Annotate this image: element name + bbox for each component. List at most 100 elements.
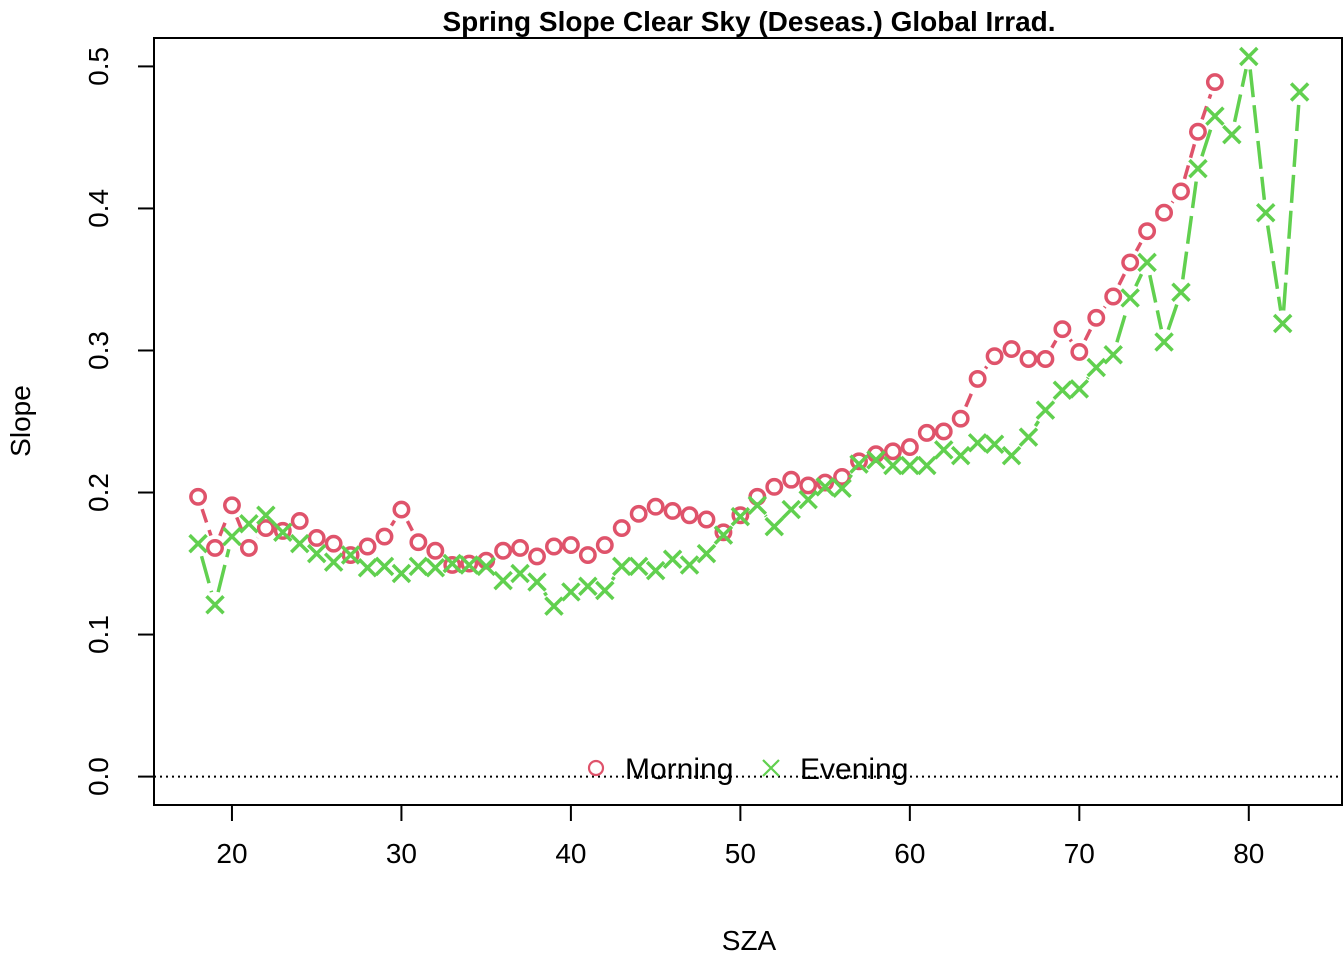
x-axis-label: SZA bbox=[722, 925, 777, 956]
data-point bbox=[290, 533, 310, 554]
series-line-segment bbox=[1148, 274, 1164, 330]
data-point bbox=[1018, 427, 1039, 447]
data-point bbox=[934, 422, 953, 441]
data-point bbox=[442, 553, 463, 574]
data-point bbox=[798, 489, 818, 510]
data-point bbox=[561, 582, 581, 602]
data-point bbox=[1120, 288, 1140, 308]
data-point bbox=[426, 541, 445, 560]
data-point bbox=[629, 504, 648, 523]
series-line-segment bbox=[1117, 273, 1126, 286]
data-point bbox=[950, 445, 971, 466]
data-point bbox=[730, 506, 751, 527]
data-point bbox=[985, 347, 1004, 366]
data-point bbox=[459, 555, 479, 575]
data-point bbox=[595, 536, 614, 555]
series-line-segment bbox=[1170, 200, 1175, 204]
series-line-segment bbox=[389, 519, 396, 527]
data-point bbox=[358, 537, 377, 556]
data-point bbox=[662, 549, 683, 570]
data-point bbox=[1070, 342, 1089, 361]
data-point bbox=[883, 455, 903, 476]
data-point bbox=[1155, 203, 1174, 222]
data-point bbox=[595, 580, 615, 601]
data-point bbox=[765, 477, 784, 496]
data-point bbox=[967, 433, 988, 453]
series-line-segment bbox=[1181, 181, 1198, 280]
legend-label: Evening bbox=[800, 753, 908, 786]
data-point bbox=[1289, 82, 1310, 102]
data-point bbox=[984, 434, 1005, 454]
legend-item-morning: Morning bbox=[587, 753, 733, 786]
series-line-segment bbox=[1086, 376, 1090, 380]
y-tick-label: 0.0 bbox=[83, 757, 114, 796]
data-point bbox=[1222, 124, 1242, 145]
data-point bbox=[307, 529, 326, 547]
data-point bbox=[510, 563, 530, 584]
data-point bbox=[815, 477, 835, 497]
data-point bbox=[544, 596, 564, 616]
series-line-segment bbox=[1200, 127, 1213, 157]
data-point bbox=[511, 538, 530, 557]
data-point bbox=[849, 454, 869, 474]
data-point bbox=[528, 547, 546, 566]
data-point bbox=[782, 470, 801, 489]
data-point bbox=[1121, 253, 1140, 272]
data-point bbox=[1154, 332, 1174, 352]
data-point bbox=[1035, 400, 1056, 420]
data-point bbox=[680, 506, 699, 525]
data-point bbox=[425, 558, 446, 578]
data-point bbox=[493, 570, 513, 591]
series-line-segment bbox=[984, 365, 989, 370]
data-point bbox=[578, 576, 598, 597]
y-tick-label: 0.2 bbox=[83, 473, 114, 512]
series-evening bbox=[188, 46, 1310, 616]
data-point bbox=[832, 478, 852, 498]
data-point bbox=[189, 487, 208, 506]
data-point bbox=[764, 516, 785, 537]
data-point bbox=[1256, 202, 1276, 223]
x-tick-label: 30 bbox=[386, 838, 417, 869]
series-layer bbox=[188, 46, 1310, 616]
data-point bbox=[1036, 350, 1055, 368]
data-point bbox=[1104, 287, 1123, 306]
data-point bbox=[1188, 158, 1208, 179]
data-point bbox=[714, 523, 733, 542]
y-tick-label: 0.3 bbox=[83, 331, 114, 370]
series-line-segment bbox=[1083, 328, 1093, 342]
data-point bbox=[323, 552, 344, 572]
data-point bbox=[1052, 380, 1073, 400]
data-point bbox=[222, 526, 242, 547]
data-point bbox=[374, 556, 395, 577]
data-point bbox=[646, 497, 665, 516]
data-point bbox=[256, 519, 275, 537]
data-point bbox=[273, 522, 293, 543]
series-line-segment bbox=[405, 520, 414, 532]
series-line-segment bbox=[1232, 68, 1248, 123]
data-point bbox=[256, 505, 276, 525]
data-point bbox=[494, 541, 513, 560]
data-point bbox=[612, 556, 632, 577]
x-axis: 20 30 40 50 60 70 80 bbox=[216, 804, 1264, 869]
data-point bbox=[443, 556, 462, 574]
series-line-segment bbox=[1248, 69, 1267, 200]
data-point bbox=[578, 546, 597, 564]
data-point bbox=[341, 546, 360, 564]
data-point bbox=[1205, 73, 1224, 91]
series-line-segment bbox=[218, 516, 229, 537]
data-point bbox=[561, 536, 580, 555]
data-point bbox=[850, 452, 868, 471]
series-line-segment bbox=[1200, 93, 1213, 121]
x-tick-label: 40 bbox=[555, 838, 586, 869]
plot-frame bbox=[153, 37, 1343, 806]
data-point bbox=[781, 499, 801, 520]
data-point bbox=[1188, 122, 1207, 141]
series-line-segment bbox=[610, 576, 616, 581]
series-line-segment bbox=[1068, 338, 1073, 343]
series-line-segment bbox=[216, 548, 231, 593]
data-point bbox=[409, 533, 428, 552]
series-line-segment bbox=[1265, 225, 1283, 311]
data-point bbox=[392, 500, 411, 519]
data-point bbox=[391, 563, 412, 584]
series-morning bbox=[189, 73, 1224, 574]
